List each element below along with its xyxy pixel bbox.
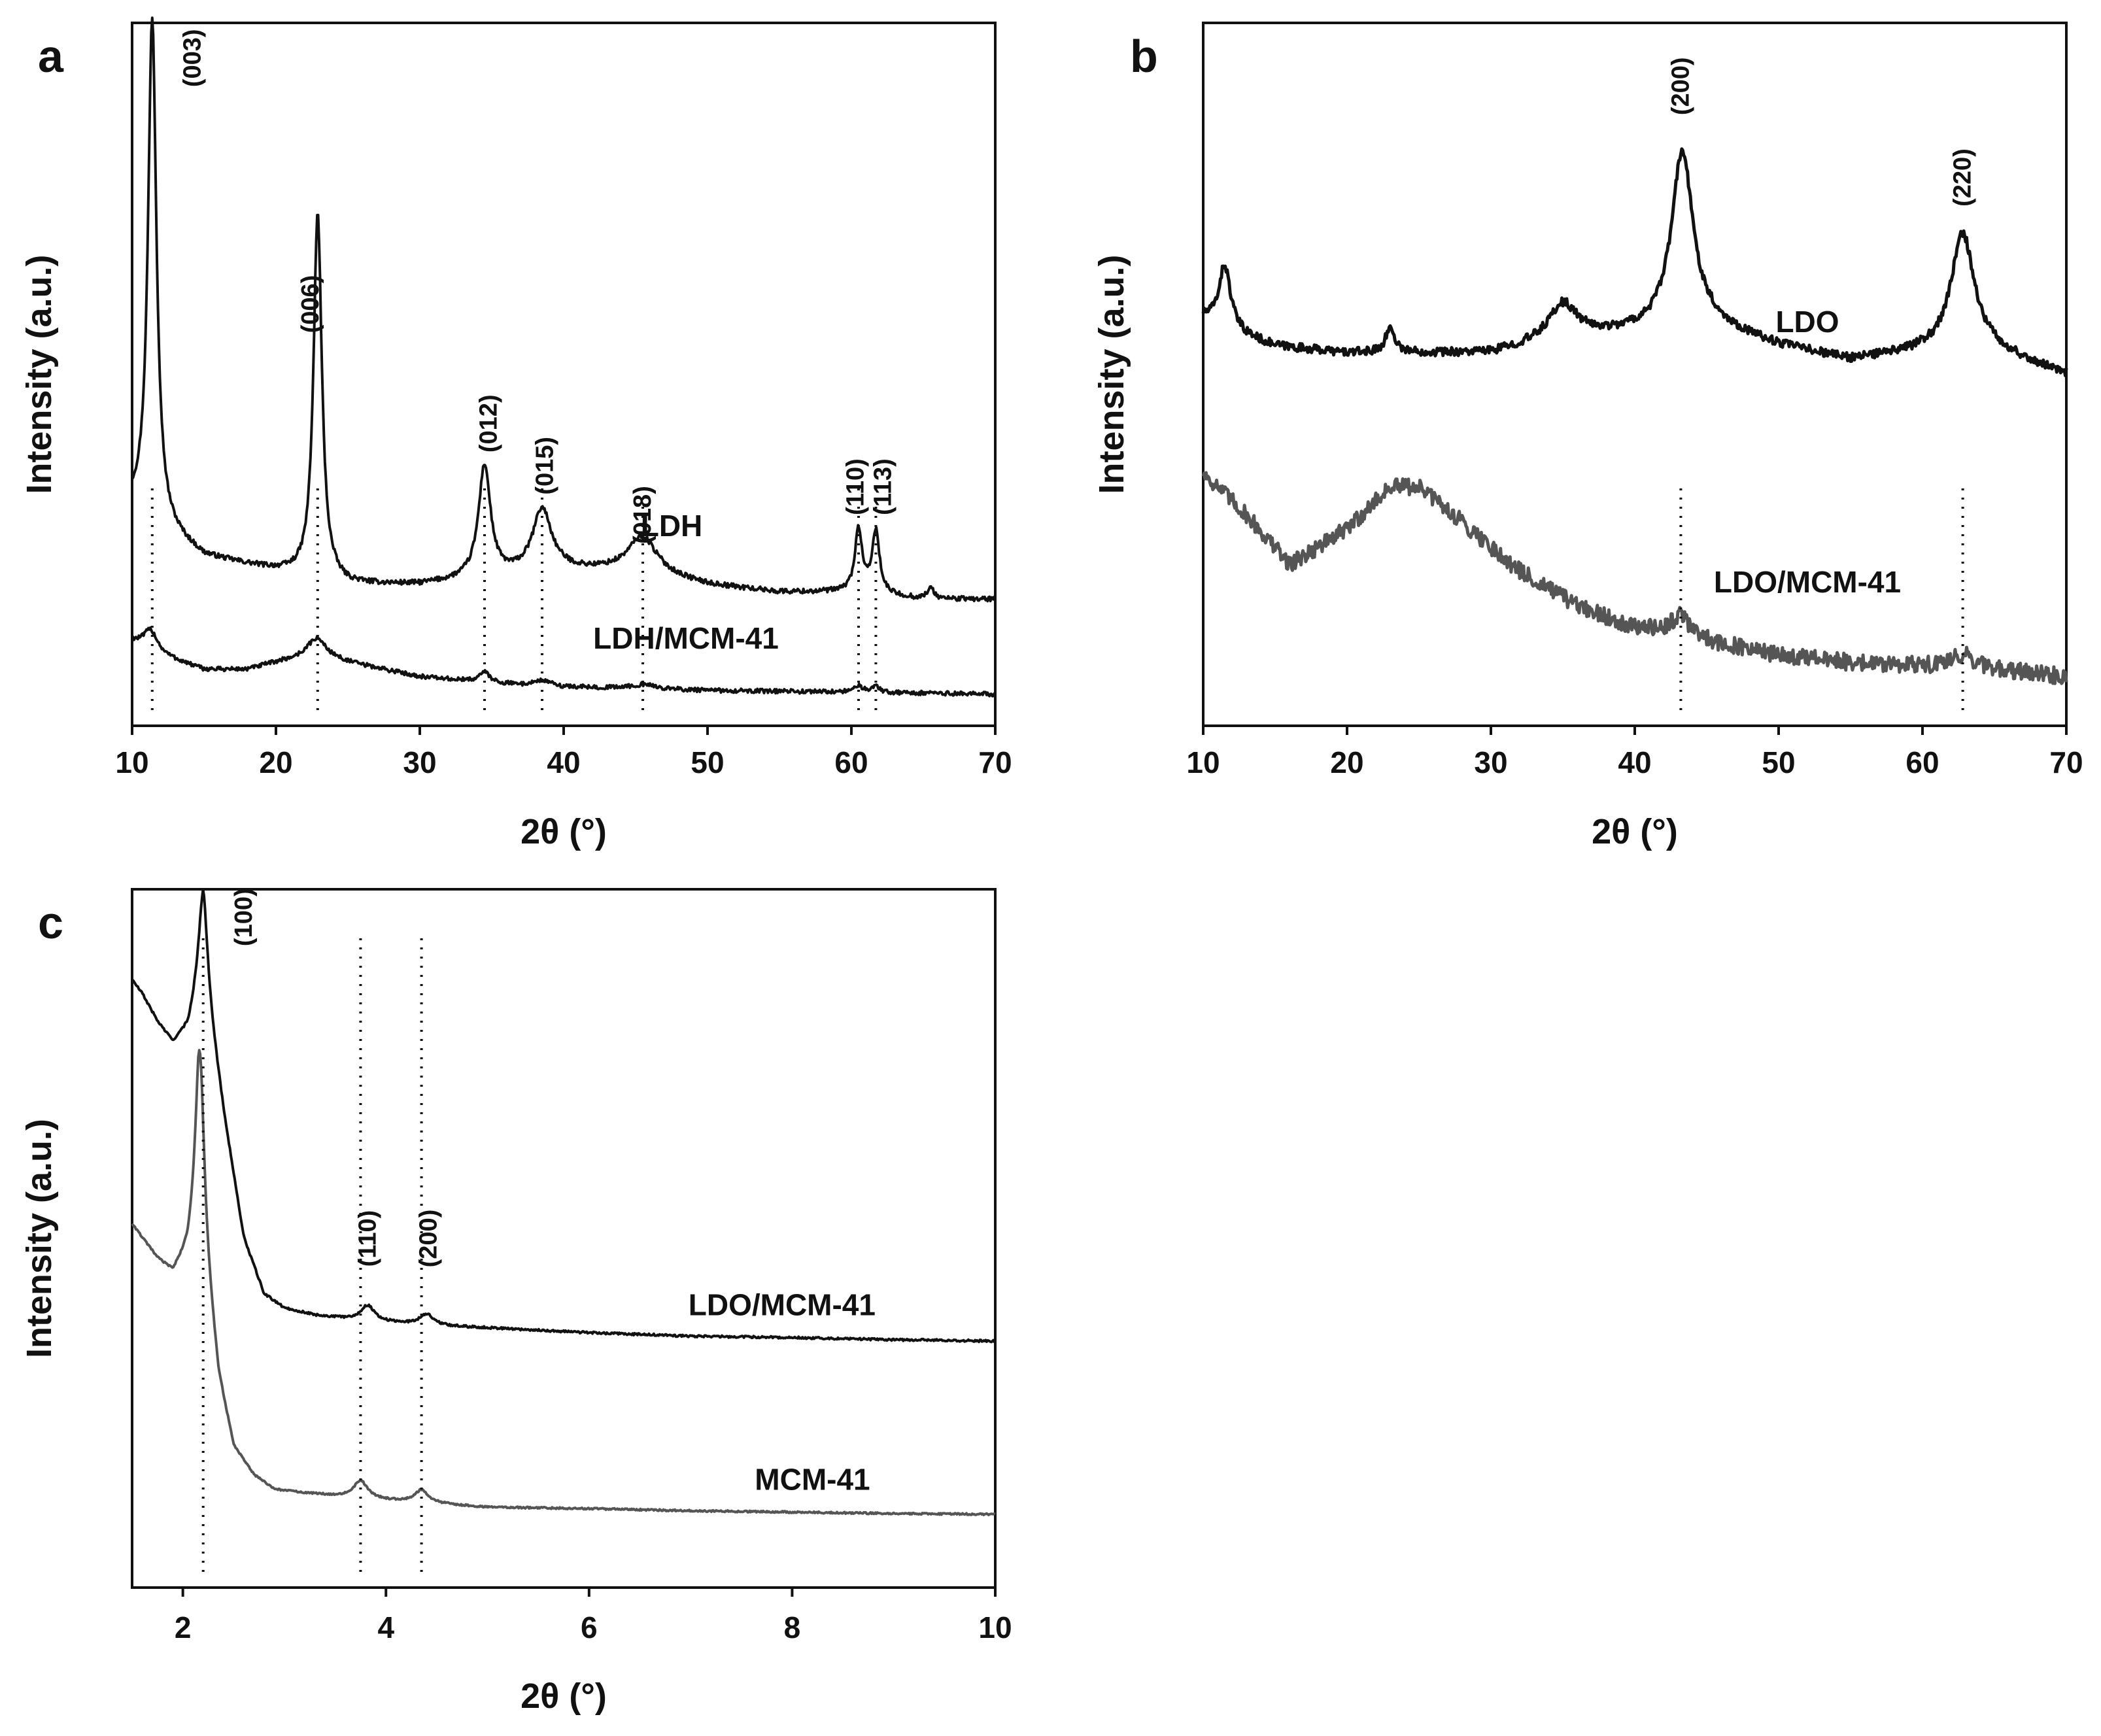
series-line-ldh-mcm-41 [131, 626, 996, 698]
x-tick-label: 10 [978, 1610, 1012, 1644]
x-tick-label: 40 [1618, 745, 1651, 779]
series-line-ldh [131, 16, 997, 603]
plot-frame [131, 22, 997, 727]
x-axis-label: 2θ (°) [521, 1676, 607, 1716]
series-label: LDO/MCM-41 [1714, 565, 1901, 599]
reflection-label: (200) [415, 1210, 442, 1268]
reflection-label: (015) [531, 437, 558, 495]
x-tick-label: 20 [1330, 745, 1363, 779]
reflection-label: (006) [297, 275, 324, 333]
x-tick-label: 10 [1186, 745, 1220, 779]
x-tick-label: 8 [784, 1610, 801, 1644]
series-line-ldo [1201, 147, 2068, 377]
x-tick-label: 10 [115, 745, 148, 779]
series-label: LDO [1775, 305, 1839, 339]
x-axis-label: 2θ (°) [521, 812, 607, 851]
reflection-label: (003) [179, 29, 206, 87]
x-axis-label: 2θ (°) [1592, 812, 1678, 851]
y-axis-label: Intensity (a.u.) [20, 1119, 59, 1358]
panel-letter: b [1130, 31, 1158, 82]
series-label: MCM-41 [755, 1462, 870, 1496]
y-axis-label: Intensity (a.u.) [1092, 254, 1131, 494]
series-label: LDO/MCM-41 [689, 1287, 876, 1321]
x-tick-label: 30 [403, 745, 436, 779]
reflection-label: (110) [842, 458, 870, 515]
y-axis-label: Intensity (a.u.) [20, 254, 59, 494]
series-line-mcm-41 [131, 1049, 996, 1516]
reflection-label: (220) [1949, 148, 1977, 207]
x-tick-label: 70 [978, 745, 1012, 779]
plot-frame [131, 888, 997, 1589]
series-label: LDH [641, 509, 703, 543]
reflection-label: (100) [230, 888, 258, 946]
x-tick-label: 20 [259, 745, 292, 779]
panel-a: a 10 20 30 40 50 60 70 2θ (°) Intensity (a.u.) (00… [20, 16, 1012, 851]
x-tick-label: 30 [1474, 745, 1507, 779]
panel-letter: c [38, 897, 63, 948]
reflection-label: (113) [869, 458, 897, 515]
reflection-label: (018) [629, 486, 657, 544]
panel-letter: a [38, 31, 64, 82]
reflection-label: (110) [354, 1210, 381, 1267]
x-tick-label: 2 [175, 1610, 192, 1644]
reflection-label: (200) [1667, 57, 1694, 115]
x-tick-label: 6 [581, 1610, 598, 1644]
x-tick-label: 60 [1905, 745, 1939, 779]
panel-b: b 10 20 30 40 50 60 70 2θ (°) Intensity (a.u.) (20… [1092, 22, 2083, 851]
x-tick-label: 50 [1762, 745, 1795, 779]
reflection-label: (012) [475, 394, 503, 452]
x-tick-label: 40 [547, 745, 580, 779]
series-line-ldo-mcm-41 [131, 888, 997, 1344]
x-tick-label: 70 [2049, 745, 2083, 779]
x-tick-label: 50 [691, 745, 724, 779]
series-label: LDH/MCM-41 [593, 621, 779, 655]
series-line-ldo-mcm-41 [1201, 471, 2068, 685]
panel-c: c 2 4 6 8 10 2θ (°) Intensity (a.u.) (100) (110) (… [20, 888, 1012, 1716]
x-tick-label: 4 [377, 1610, 394, 1644]
x-tick-label: 60 [834, 745, 868, 779]
